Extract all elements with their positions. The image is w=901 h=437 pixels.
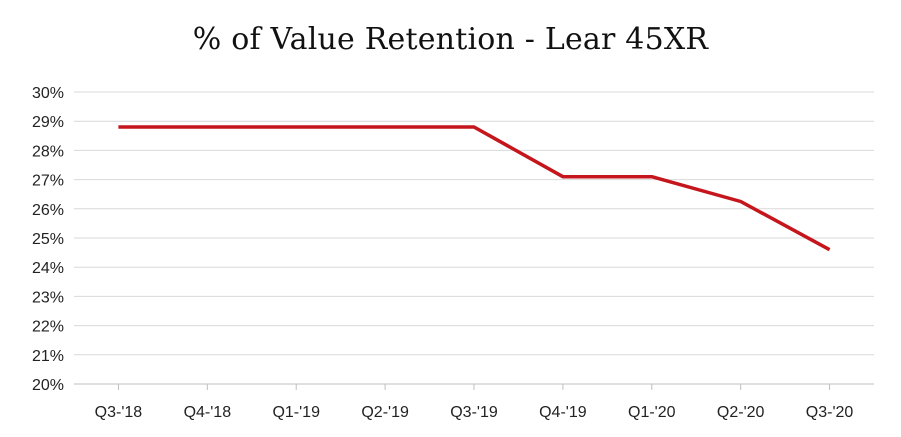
axes	[74, 383, 874, 390]
y-tick-label: 20%	[32, 377, 64, 394]
gridlines	[74, 91, 874, 356]
y-tick-label: 30%	[32, 85, 64, 102]
x-tick-label: Q1-'20	[628, 404, 676, 421]
x-tick-label: Q4-'19	[539, 404, 587, 421]
y-tick-label: 21%	[32, 348, 64, 365]
x-tick-label: Q4-'18	[184, 404, 232, 421]
y-tick-label: 23%	[32, 289, 64, 306]
x-tick-label: Q3-'19	[450, 404, 498, 421]
x-tick-labels: Q3-'18 Q4-'18 Q1-'19 Q2-'19 Q3-'19 Q4-'19 Q1-'…	[95, 404, 854, 421]
x-tick-label: Q3-'18	[95, 404, 143, 421]
y-tick-label: 27%	[32, 173, 64, 190]
series-line	[118, 125, 831, 252]
x-tick-label: Q1-'19	[272, 404, 320, 421]
x-tick-label: Q3-'20	[806, 404, 854, 421]
y-tick-label: 28%	[32, 143, 64, 160]
y-tick-labels: 20% 21% 22% 23% 24% 25% 26% 27% 28% 29% 30%	[32, 85, 64, 394]
x-tick-label: Q2-'19	[361, 404, 409, 421]
y-tick-label: 26%	[32, 202, 64, 219]
chart-title: % of Value Retention - Lear 45XR	[192, 22, 709, 57]
y-tick-label: 24%	[32, 260, 64, 277]
y-tick-label: 25%	[32, 231, 64, 248]
series-layer	[118, 125, 831, 252]
x-tick-label: Q2-'20	[717, 404, 765, 421]
y-tick-label: 29%	[32, 114, 64, 131]
y-tick-label: 22%	[32, 319, 64, 336]
